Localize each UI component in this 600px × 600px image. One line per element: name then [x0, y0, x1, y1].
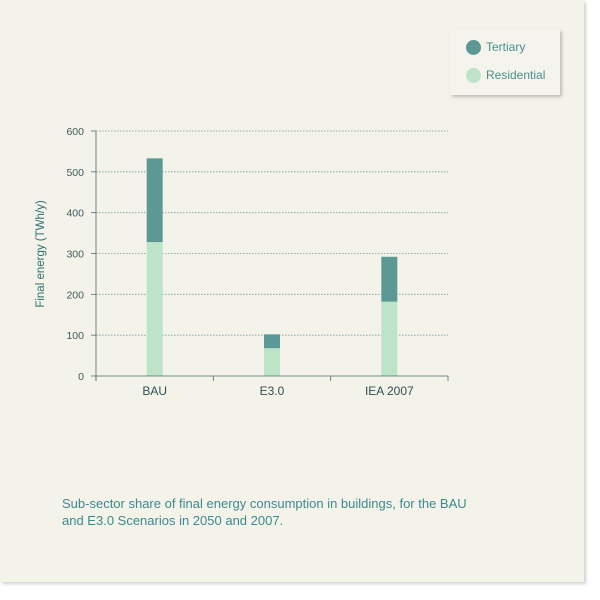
bar-tertiary-e3-0 — [264, 334, 280, 349]
x-category-label: IEA 2007 — [365, 384, 414, 398]
bars-layer — [146, 158, 398, 376]
bar-residential-iea-2007 — [381, 301, 398, 376]
figure-caption: Sub-sector share of final energy consump… — [62, 495, 522, 529]
y-tick-label: 300 — [66, 249, 84, 261]
y-axis-title: Final energy (TWh/y) — [35, 200, 47, 308]
y-tick-label: 600 — [66, 126, 84, 138]
bar-residential-e3-0 — [264, 348, 280, 376]
y-tick-label: 200 — [66, 289, 84, 301]
y-tick-label: 500 — [66, 167, 84, 179]
x-category-label: BAU — [142, 384, 167, 398]
stacked-bar-chart: 0 100 200 300 400 500 600 BAU E3.0 IEA 2007 Final… — [35, 126, 449, 398]
legend-item-residential: Residential — [466, 67, 545, 83]
bar-residential-bau — [146, 242, 163, 376]
axis-layer: 0 100 200 300 400 500 600 BAU E3.0 IEA 2007 — [66, 126, 449, 398]
legend-swatch-tertiary — [466, 39, 481, 55]
legend-swatch-residential — [466, 67, 481, 83]
chart-legend: Tertiary Residential — [450, 29, 560, 95]
y-tick-label: 0 — [78, 371, 84, 383]
caption-line-1: Sub-sector share of final energy consump… — [62, 496, 467, 511]
x-category-label: E3.0 — [260, 384, 285, 398]
y-tick-label: 100 — [66, 330, 84, 342]
legend-label-tertiary: Tertiary — [486, 40, 526, 54]
legend-label-residential: Residential — [486, 68, 546, 82]
legend-item-tertiary: Tertiary — [466, 39, 525, 55]
y-tick-label: 400 — [66, 208, 84, 220]
page-background: Tertiary Residential 0 100 200 300 400 500 600… — [0, 0, 584, 582]
bar-tertiary-bau — [146, 158, 163, 243]
bar-tertiary-iea-2007 — [381, 256, 398, 302]
caption-line-2: and E3.0 Scenarios in 2050 and 2007. — [62, 513, 284, 528]
